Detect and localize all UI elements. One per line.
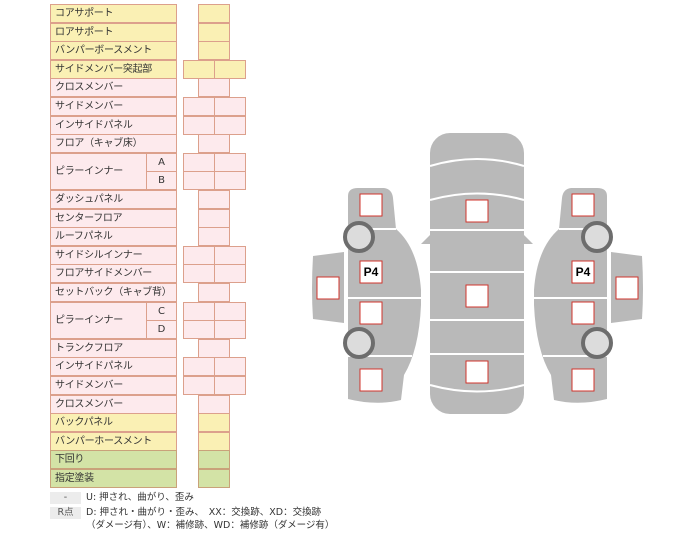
legend-text-w: （ダメージ有）、W：補修跡、WD：補修跡（ダメージ有） <box>86 520 335 531</box>
rating-cell[interactable] <box>198 41 230 60</box>
inspection-box[interactable] <box>465 284 489 308</box>
right-marker: P4 <box>576 265 591 279</box>
wheels <box>343 221 613 359</box>
wheel-icon <box>343 221 375 253</box>
row-label: 下回り <box>50 450 177 469</box>
row-sublabel: B <box>146 171 177 190</box>
inspection-box[interactable] <box>359 193 383 217</box>
row-label: フロア（キャブ床） <box>50 134 177 153</box>
row-label: 指定塗装 <box>50 469 177 488</box>
rating-cell[interactable] <box>198 227 230 246</box>
rating-cell[interactable] <box>214 376 246 395</box>
row-label: セットバック（キャブ背） <box>50 283 177 302</box>
inspection-box[interactable] <box>316 276 340 300</box>
rating-cell[interactable] <box>214 357 246 376</box>
legend-text-u: U: 押され、曲がり、歪み <box>86 492 194 503</box>
inspection-box[interactable] <box>359 368 383 392</box>
rating-cell[interactable] <box>198 413 230 432</box>
vehicle-top <box>421 133 533 414</box>
rating-cell[interactable] <box>214 264 246 283</box>
inspection-box-p4-right[interactable] <box>571 260 595 284</box>
inspection-box-p4-left[interactable] <box>359 260 383 284</box>
inspection-box[interactable] <box>465 360 489 384</box>
inspection-box[interactable] <box>571 193 595 217</box>
legend-text-d: D: 押され・曲がり・歪み、 XX：交換跡、XD：交換跡 <box>86 507 322 518</box>
row-label: ダッシュパネル <box>50 190 177 209</box>
inspection-box[interactable] <box>571 301 595 325</box>
row-label: バックパネル <box>50 413 177 432</box>
rating-cell[interactable] <box>198 469 230 488</box>
row-label: バンパーボースメント <box>50 41 177 60</box>
row-label: サイドメンバー <box>50 97 177 116</box>
rating-cell[interactable] <box>198 4 230 23</box>
left-marker: P4 <box>364 265 379 279</box>
wheel-icon <box>581 327 613 359</box>
rating-cell[interactable] <box>198 283 230 302</box>
wheel-icon <box>581 221 613 253</box>
rating-cell[interactable] <box>214 60 246 79</box>
row-label: クロスメンバー <box>50 78 177 97</box>
inspection-box[interactable] <box>615 276 639 300</box>
rating-cell[interactable] <box>198 78 230 97</box>
rating-cell[interactable] <box>214 116 246 135</box>
rating-cell[interactable] <box>214 171 246 190</box>
wheel-icon <box>343 327 375 359</box>
row-label: フロアサイドメンバー <box>50 264 177 283</box>
inspection-box[interactable] <box>465 199 489 223</box>
rating-cell[interactable] <box>214 320 246 339</box>
legend-key-dash: - <box>50 492 81 504</box>
inspection-box[interactable] <box>359 301 383 325</box>
rating-cell[interactable] <box>214 97 246 116</box>
row-sublabel: D <box>146 320 177 339</box>
inspection-box[interactable] <box>571 368 595 392</box>
row-label: コアサポート <box>50 4 177 23</box>
row-label: インサイドパネル <box>50 357 177 376</box>
rating-cell[interactable] <box>198 190 230 209</box>
row-label: サイドメンバー <box>50 376 177 395</box>
rating-cell[interactable] <box>198 134 230 153</box>
legend-key-r: R点 <box>50 507 81 519</box>
rating-cell[interactable] <box>198 450 230 469</box>
row-label: ルーフパネル <box>50 227 177 246</box>
